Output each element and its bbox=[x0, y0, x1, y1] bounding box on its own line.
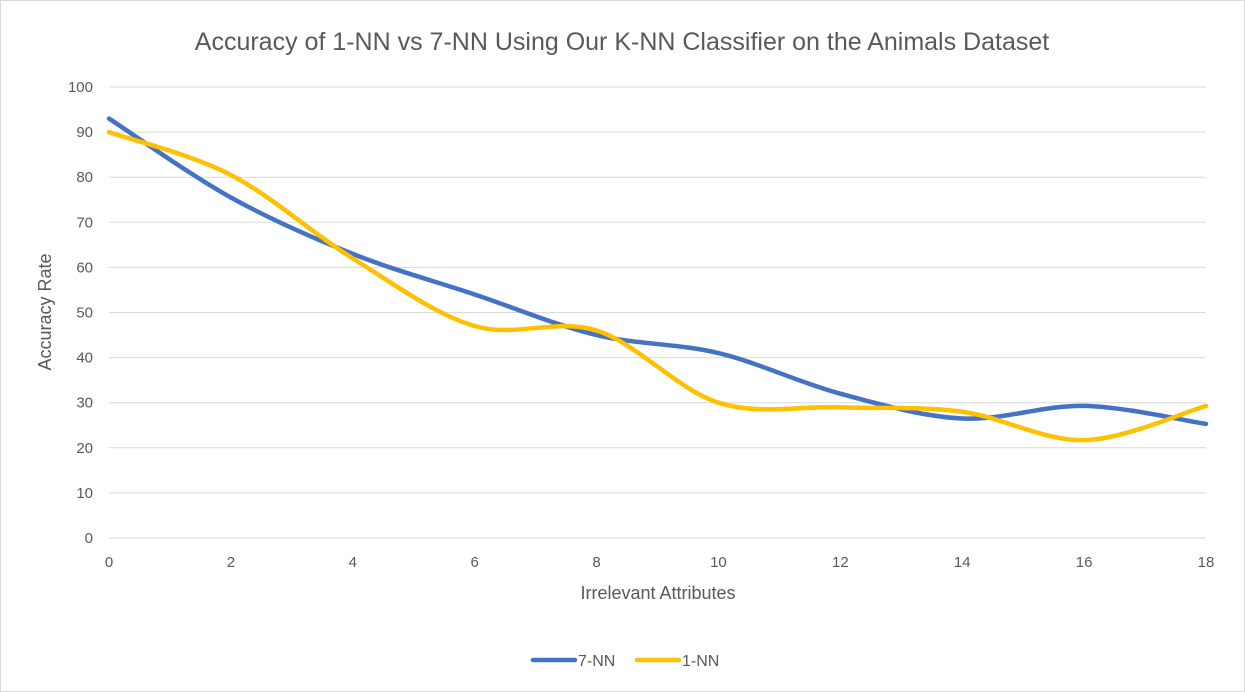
y-tick-label: 80 bbox=[76, 169, 93, 186]
chart-title: Accuracy of 1-NN vs 7-NN Using Our K-NN … bbox=[195, 28, 1049, 56]
y-axis-title: Accuracy Rate bbox=[35, 253, 55, 370]
gridlines bbox=[109, 86, 1206, 539]
x-tick-label: 0 bbox=[105, 554, 113, 571]
x-tick-label: 8 bbox=[592, 554, 600, 571]
y-tick-label: 50 bbox=[76, 305, 93, 322]
y-axis-ticks: 0 10 20 30 40 50 60 70 80 90 100 bbox=[68, 79, 93, 547]
series-line-7-nn bbox=[106, 116, 1209, 427]
x-axis-title: Irrelevant Attributes bbox=[580, 583, 735, 603]
series-line-1-nn bbox=[106, 129, 1209, 443]
y-tick-label: 30 bbox=[76, 395, 93, 412]
y-tick-label: 100 bbox=[68, 79, 93, 96]
y-tick-label: 0 bbox=[85, 530, 93, 547]
x-axis-ticks: 0 2 4 6 8 10 12 14 16 18 bbox=[105, 554, 1215, 571]
x-tick-label: 6 bbox=[470, 554, 478, 571]
x-tick-label: 16 bbox=[1076, 554, 1093, 571]
y-tick-label: 60 bbox=[76, 259, 93, 276]
y-tick-label: 20 bbox=[76, 440, 93, 457]
x-tick-label: 10 bbox=[710, 554, 727, 571]
x-tick-label: 2 bbox=[227, 554, 235, 571]
legend-label-1-nn: 1-NN bbox=[682, 653, 719, 670]
legend: 7-NN 1-NN bbox=[530, 653, 719, 670]
x-tick-label: 18 bbox=[1198, 554, 1215, 571]
y-tick-label: 70 bbox=[76, 214, 93, 231]
x-tick-label: 4 bbox=[349, 554, 357, 571]
y-tick-label: 90 bbox=[76, 124, 93, 141]
series-lines bbox=[106, 116, 1209, 443]
legend-label-7-nn: 7-NN bbox=[578, 653, 615, 670]
y-tick-label: 10 bbox=[76, 485, 93, 502]
x-tick-label: 12 bbox=[832, 554, 849, 571]
x-tick-label: 14 bbox=[954, 554, 971, 571]
y-tick-label: 40 bbox=[76, 350, 93, 367]
